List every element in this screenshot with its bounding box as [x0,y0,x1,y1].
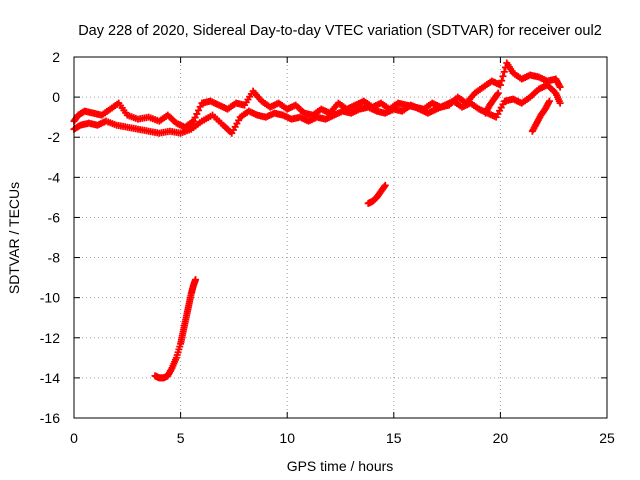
data-point [381,181,389,189]
y-tick-label: 0 [52,89,60,105]
data-point [196,103,204,111]
series-dip-19h [481,89,502,117]
data-point [191,114,199,122]
x-tick-label: 25 [599,430,615,446]
data-point [499,72,507,80]
series-mid-track [364,181,389,207]
x-tick-label: 10 [279,430,295,446]
y-tick-label: -16 [40,410,60,426]
x-tick-label: 20 [493,430,509,446]
x-tick-label: 0 [70,430,78,446]
data-point [195,106,203,114]
x-tick-label: 15 [386,430,402,446]
x-axis-label: GPS time / hours [287,458,394,474]
y-tick-label: 2 [52,49,60,65]
data-points [70,59,564,382]
plot-frame [73,56,608,419]
y-axis-label: SDTVAR / TECUs [6,182,22,294]
data-point [496,81,504,89]
y-tick-label: -12 [40,330,60,346]
data-point [556,83,564,91]
data-point [193,110,201,118]
y-tick-label: -6 [48,209,61,225]
y-tick-label: -10 [40,290,60,306]
chart-title: Day 228 of 2020, Sidereal Day-to-day VTE… [78,23,602,39]
data-point [189,117,197,125]
data-point [498,77,506,85]
data-point [556,99,564,107]
data-point [192,276,200,284]
data-point [500,68,508,76]
y-tick-label: -4 [48,169,61,185]
y-tick-label: -2 [48,129,61,145]
y-tick-label: -8 [48,250,61,266]
data-point [545,97,553,105]
series-deep-track [151,276,200,382]
data-point [494,89,502,97]
y-tick-label: -14 [40,370,60,386]
x-tick-label: 5 [177,430,185,446]
series-dip-21h [528,97,553,135]
